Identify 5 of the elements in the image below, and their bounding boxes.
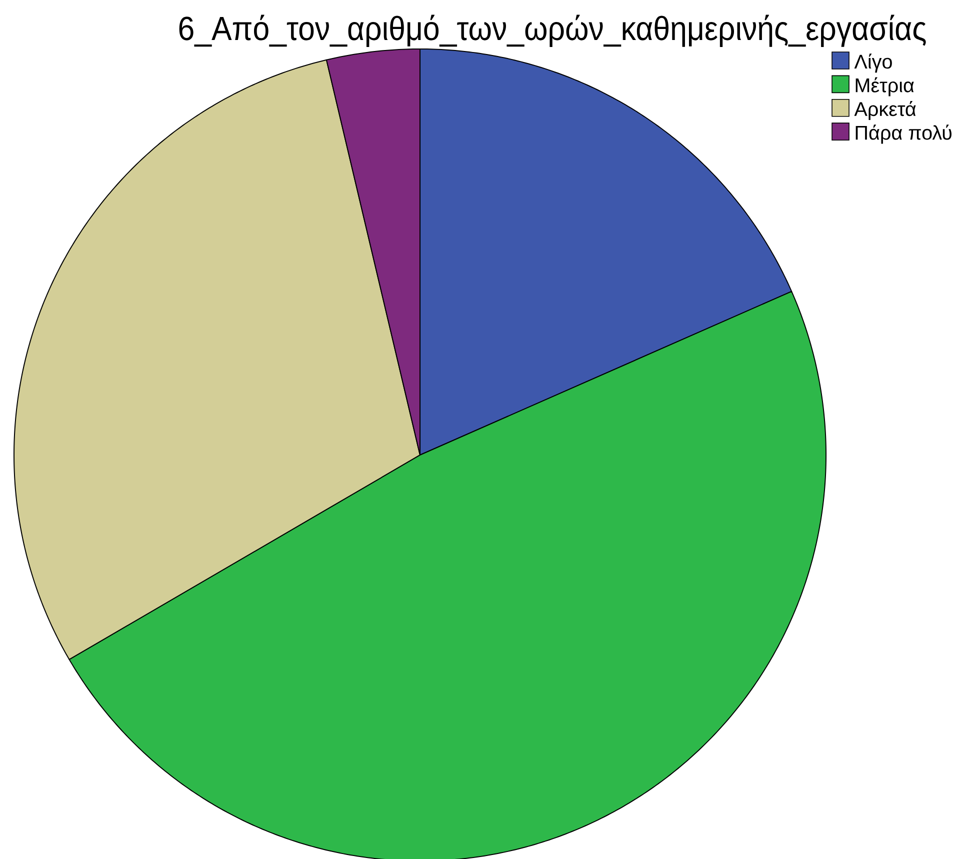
- legend-label: Πάρα πολύ: [856, 124, 952, 144]
- legend-label: Λίγο: [854, 54, 892, 73]
- legend-label: Μέτρια: [856, 77, 914, 96]
- legend-label: Αρκετά: [854, 100, 916, 120]
- chart-title: 6_Από_τον_αριθμό_των_ωρών_καθημερινής_εργασίας: [179, 14, 926, 47]
